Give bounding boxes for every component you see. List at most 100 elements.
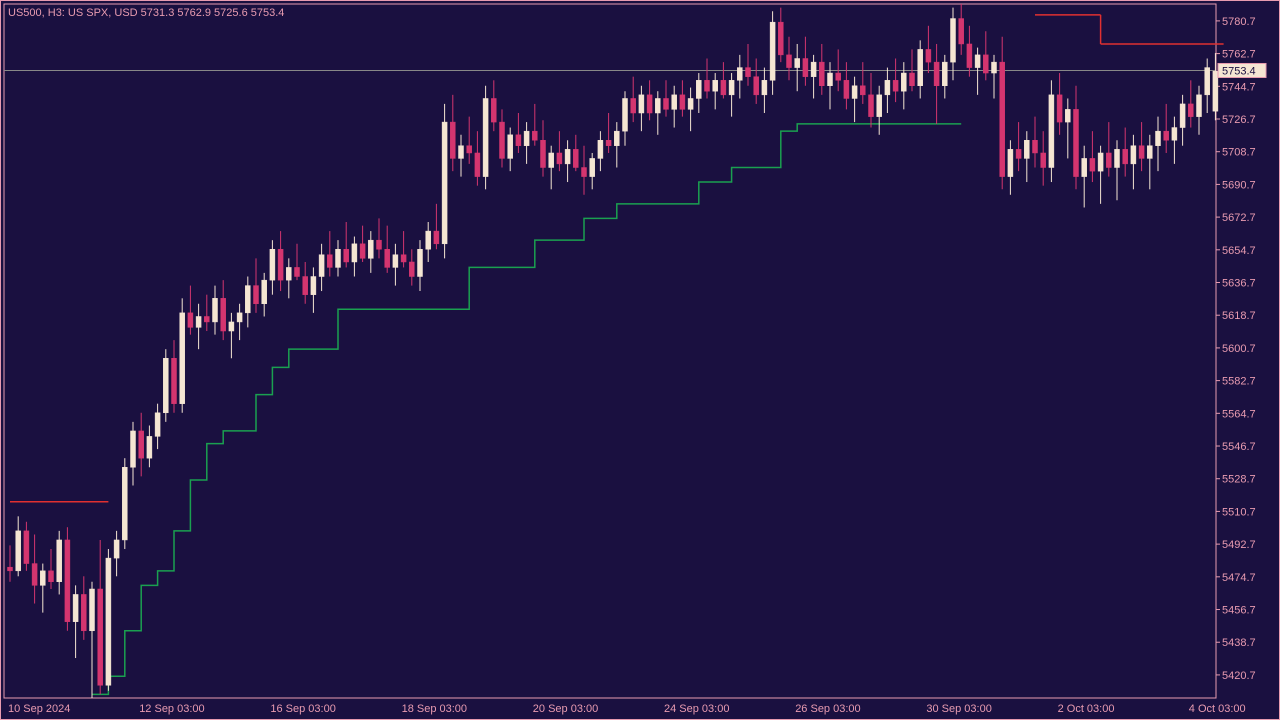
candle <box>541 140 546 167</box>
candle <box>221 298 226 331</box>
candle <box>967 44 972 68</box>
candle <box>778 22 783 55</box>
y-tick-label: 5636.7 <box>1222 278 1256 290</box>
candle <box>377 240 382 249</box>
candle <box>852 86 857 99</box>
y-tick-label: 5510.7 <box>1222 506 1256 518</box>
candle <box>1000 62 1005 176</box>
y-tick-label: 5546.7 <box>1222 441 1256 453</box>
candle <box>483 98 488 176</box>
candle <box>385 249 390 267</box>
candle <box>975 55 980 68</box>
candle <box>409 262 414 277</box>
candle <box>1098 153 1103 171</box>
candle <box>623 98 628 131</box>
candle <box>893 80 898 91</box>
candle <box>1188 104 1193 117</box>
candle <box>434 231 439 244</box>
candle <box>688 98 693 109</box>
y-tick-label: 5654.7 <box>1222 245 1256 257</box>
candle <box>270 249 275 280</box>
candle <box>1057 95 1062 122</box>
candle <box>647 95 652 113</box>
chart-svg: US500, H3: US SPX, USD 5731.3 5762.9 572… <box>0 0 1280 720</box>
candle <box>450 122 455 158</box>
candle <box>90 589 95 631</box>
candle <box>237 313 242 322</box>
candle <box>787 55 792 68</box>
candle <box>114 540 119 558</box>
candle <box>475 153 480 177</box>
candle <box>532 131 537 140</box>
candle <box>721 80 726 95</box>
candle <box>860 86 865 95</box>
candle <box>180 313 185 404</box>
candle <box>16 531 21 571</box>
candle <box>262 280 267 304</box>
candle <box>582 168 587 177</box>
y-tick-label: 5708.7 <box>1222 147 1256 159</box>
candle <box>32 564 37 586</box>
y-tick-label: 5762.7 <box>1222 49 1256 61</box>
y-tick-label: 5582.7 <box>1222 376 1256 388</box>
candle <box>1082 158 1087 176</box>
candle <box>24 531 29 564</box>
candlestick-chart[interactable]: US500, H3: US SPX, USD 5731.3 5762.9 572… <box>0 0 1280 720</box>
candle <box>368 240 373 258</box>
candle <box>81 594 86 630</box>
candle <box>426 231 431 249</box>
candle <box>516 135 521 146</box>
candle <box>172 358 177 403</box>
x-tick-label: 30 Sep 03:00 <box>926 703 991 715</box>
candle <box>1041 153 1046 168</box>
candle <box>844 80 849 98</box>
candle <box>73 594 78 621</box>
candle <box>926 49 931 62</box>
candle <box>1131 146 1136 164</box>
x-tick-label: 4 Oct 03:00 <box>1189 703 1246 715</box>
candle <box>918 49 923 85</box>
candle <box>1156 131 1161 146</box>
candle <box>1197 95 1202 117</box>
candle <box>360 244 365 259</box>
x-tick-label: 24 Sep 03:00 <box>664 703 729 715</box>
candle <box>311 277 316 295</box>
y-tick-label: 5564.7 <box>1222 408 1256 420</box>
candle <box>1016 149 1021 158</box>
candle <box>442 122 447 244</box>
candle <box>8 567 13 571</box>
candle <box>106 558 111 685</box>
candle <box>606 140 611 145</box>
y-tick-label: 5438.7 <box>1222 637 1256 649</box>
x-tick-label: 16 Sep 03:00 <box>270 703 335 715</box>
y-tick-label: 5420.7 <box>1222 670 1256 682</box>
candle <box>245 286 250 313</box>
x-tick-label: 2 Oct 03:00 <box>1058 703 1115 715</box>
y-tick-label: 5690.7 <box>1222 179 1256 191</box>
candle <box>803 59 808 77</box>
candle <box>524 131 529 146</box>
candle <box>303 277 308 295</box>
candle <box>762 80 767 95</box>
candle <box>500 122 505 158</box>
y-tick-label: 5474.7 <box>1222 572 1256 584</box>
candle <box>40 571 45 586</box>
candle <box>254 286 259 304</box>
y-tick-label: 5744.7 <box>1222 81 1256 93</box>
chart-title: US500, H3: US SPX, USD 5731.3 5762.9 572… <box>8 7 284 19</box>
y-tick-label: 5780.7 <box>1222 16 1256 28</box>
candle <box>664 98 669 109</box>
candle <box>1164 131 1169 140</box>
candle <box>1172 128 1177 141</box>
candle <box>1139 146 1144 159</box>
candle <box>614 131 619 146</box>
y-tick-label: 5618.7 <box>1222 310 1256 322</box>
y-tick-label: 5492.7 <box>1222 539 1256 551</box>
candle <box>680 95 685 110</box>
candle <box>1213 71 1218 111</box>
y-tick-label: 5726.7 <box>1222 114 1256 126</box>
candle <box>1147 146 1152 159</box>
candle <box>828 73 833 86</box>
candle <box>508 135 513 159</box>
candle <box>737 68 742 81</box>
